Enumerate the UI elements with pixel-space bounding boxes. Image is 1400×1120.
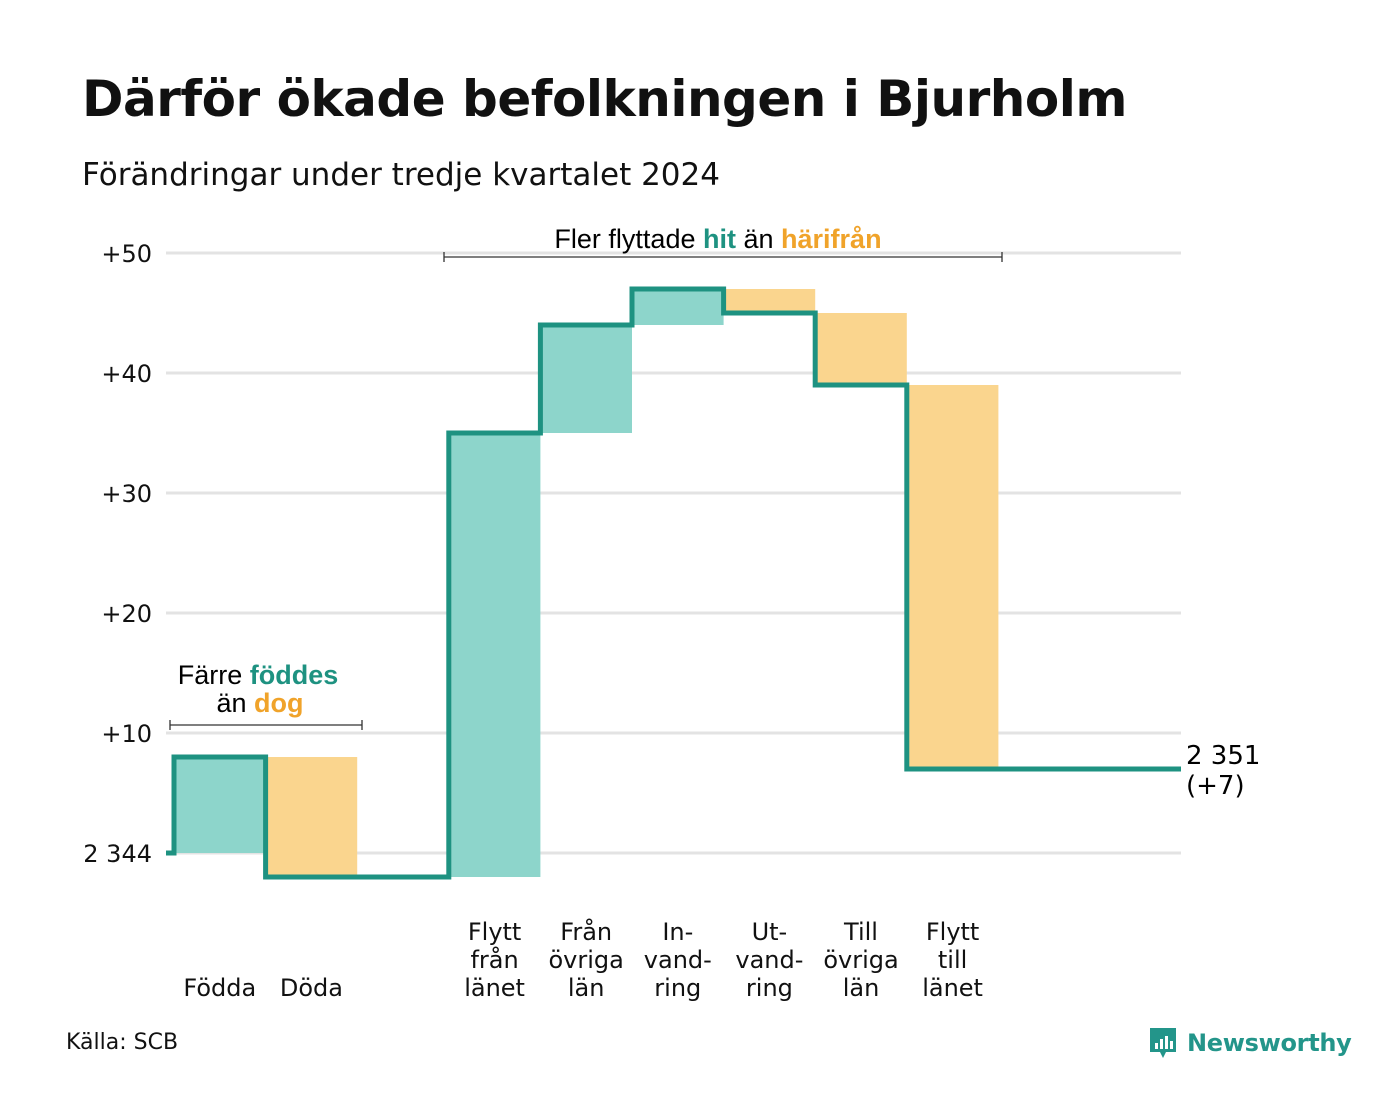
births-annotation: Färre föddes än dog [169,660,363,730]
moves-annotation-text: Fler flyttade hit än härifrån [554,224,881,254]
y-axis-labels: 2 344 +10 +20 +30 +40 +50 [83,240,152,868]
x-tick-label: In- [662,918,693,946]
x-tick-label: Ut- [752,918,788,946]
y-tick-label: +20 [101,600,152,628]
y-tick-label: +10 [101,720,152,748]
x-tick-label: Från [560,917,612,946]
x-tick-label: länet [464,974,525,1002]
births-annotation-highlight: föddes [250,660,339,690]
x-tick-label: Födda [183,974,256,1002]
y-tick-label: +30 [101,480,152,508]
x-tick-label: vand- [644,946,712,974]
bar-6 [815,313,907,385]
deaths-annotation-highlight: dog [254,688,303,718]
bar-2 [448,433,541,877]
y-tick-label: 2 344 [83,840,152,868]
bars [174,289,999,877]
end-change: (+7) [1186,771,1245,801]
newsworthy-logo: Newsworthy [1147,1023,1352,1063]
cumulative-step-line [166,286,1181,880]
x-tick-label: ring [654,974,701,1002]
end-value: 2 351 [1186,741,1260,771]
x-tick-label: Döda [280,974,343,1002]
source-note: Källa: SCB [66,1030,179,1055]
chart-subtitle: Förändringar under tredje kvartalet 2024 [82,157,720,193]
x-tick-label: vand- [735,946,803,974]
bar-1 [265,757,358,877]
bar-3 [540,325,632,433]
end-value-label: 2 351 (+7) [1186,741,1260,801]
x-tick-label: län [568,974,605,1002]
x-tick-label: övriga [549,946,624,974]
cumulative-line [166,286,1181,880]
x-tick-label: Till [843,918,878,946]
x-tick-label: län [843,974,880,1002]
chart-title: Därför ökade befolkningen i Bjurholm [82,70,1128,128]
newsworthy-logo-text: Newsworthy [1187,1029,1352,1057]
y-tick-label: +50 [101,240,152,268]
bar-0 [174,757,266,853]
x-tick-label: till [938,946,967,974]
x-tick-label: ring [746,974,793,1002]
bar-4 [632,289,724,325]
x-tick-label: Flytt [926,918,980,946]
x-tick-label: från [470,945,518,974]
moves-annotation-hit: hit [703,224,736,254]
bar-5 [723,289,816,313]
newsworthy-logo-icon [1150,1028,1176,1058]
x-axis-labels: Födda DödaFlyttfrånlänetFrånövrigalänIn-v… [183,917,983,1002]
moves-annotation-harifran: härifrån [781,224,882,254]
moves-annotation: Fler flyttade hit än härifrån [443,224,1003,262]
x-tick-label: länet [922,974,983,1002]
births-annotation-line2: än dog [216,688,303,718]
births-annotation-line1: Färre föddes [178,660,339,690]
bar-7 [906,385,999,769]
y-tick-label: +40 [101,360,152,388]
x-tick-label: övriga [823,946,898,974]
x-tick-label: Flytt [468,918,522,946]
